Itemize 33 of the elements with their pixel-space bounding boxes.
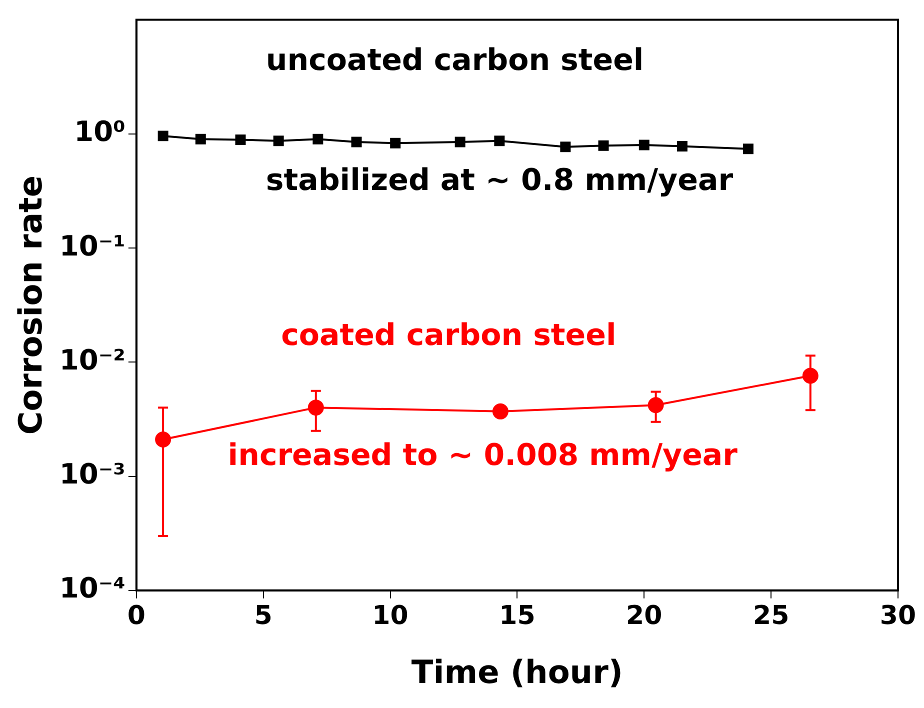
point xyxy=(676,140,688,152)
x-tick-label: 15 xyxy=(499,600,536,631)
point xyxy=(598,140,609,151)
point xyxy=(351,136,362,148)
x-tick-label: 20 xyxy=(626,600,662,631)
point xyxy=(390,138,401,148)
x-axis-title: Time (hour) xyxy=(411,653,623,692)
annotation: uncoated carbon steel xyxy=(266,43,644,78)
point xyxy=(742,144,754,154)
x-tick-label: 30 xyxy=(880,600,916,631)
y-tick-label: 10⁻¹ xyxy=(59,229,126,262)
x-tick-label: 0 xyxy=(127,600,146,631)
annotation: increased to ~ 0.008 mm/year xyxy=(228,438,738,473)
point xyxy=(158,130,168,142)
y-tick-label: 10⁻⁴ xyxy=(59,572,126,605)
point xyxy=(195,134,206,144)
point xyxy=(492,403,508,420)
point xyxy=(312,134,324,144)
point xyxy=(273,136,284,146)
y-tick-label: 10⁻³ xyxy=(59,458,126,491)
x-tick-label: 25 xyxy=(752,600,790,631)
point xyxy=(454,136,466,148)
point xyxy=(638,140,650,150)
x-tick-label: 10 xyxy=(372,600,408,631)
x-tick-label: 5 xyxy=(254,600,272,631)
point xyxy=(560,142,571,152)
point xyxy=(235,134,246,145)
annotation: coated carbon steel xyxy=(281,318,616,353)
y-axis-title: Corrosion rate xyxy=(12,175,50,435)
point xyxy=(494,136,505,146)
y-tick-label: 10⁰ xyxy=(74,115,126,148)
y-tick-label: 10⁻² xyxy=(59,343,126,376)
annotation: stabilized at ~ 0.8 mm/year xyxy=(266,163,734,198)
